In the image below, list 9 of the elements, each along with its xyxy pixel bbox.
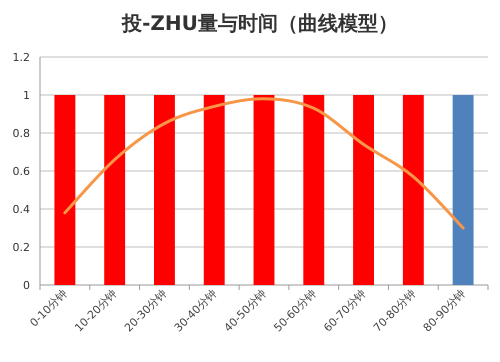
y-tick-label: 1.2 <box>12 51 30 64</box>
y-tick-label: 0.4 <box>12 203 30 216</box>
y-tick-label: 0.2 <box>12 241 30 254</box>
y-tick-label: 1 <box>23 89 30 102</box>
y-tick-label: 0.6 <box>12 165 30 178</box>
line-series <box>63 97 465 230</box>
y-tick-label: 0.8 <box>12 127 30 140</box>
chart-title: 投-ZHU量与时间（曲线模型） <box>121 11 398 35</box>
y-tick-label: 0 <box>23 279 30 292</box>
